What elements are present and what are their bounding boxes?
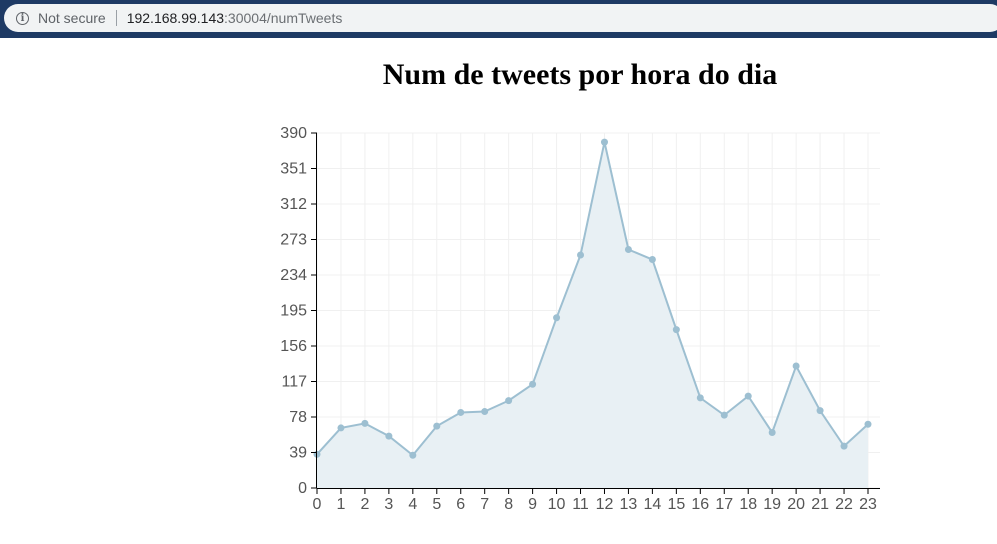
x-tick-label: 7 [480, 496, 489, 513]
x-tick-label: 8 [504, 496, 513, 513]
data-point [337, 424, 345, 432]
data-point [816, 407, 824, 415]
data-point [864, 420, 872, 428]
x-tick-label: 22 [835, 496, 853, 513]
data-point [361, 419, 369, 427]
x-tick-label: 2 [360, 496, 369, 513]
data-point [696, 394, 704, 402]
address-bar[interactable]: i Not secure 192.168.99.143:30004/numTwe… [4, 4, 997, 32]
x-tick-label: 13 [620, 496, 638, 513]
y-tick-label: 117 [281, 374, 307, 391]
data-point [385, 432, 393, 440]
data-point [481, 408, 489, 416]
x-tick-label: 4 [408, 496, 417, 513]
x-tick-label: 3 [384, 496, 393, 513]
url-host[interactable]: 192.168.99.143 [126, 10, 225, 26]
x-tick-label: 10 [548, 496, 566, 513]
x-tick-label: 19 [763, 496, 781, 513]
security-label[interactable]: Not secure [38, 10, 106, 26]
data-point [409, 451, 417, 459]
y-tick-label: 234 [280, 267, 307, 284]
data-point [840, 442, 848, 450]
browser-toolbar: i Not secure 192.168.99.143:30004/numTwe… [0, 0, 997, 38]
x-tick-label: 1 [337, 496, 346, 513]
series-line [316, 141, 869, 457]
x-tick-label: 16 [691, 496, 709, 513]
area-fill [317, 142, 868, 488]
data-point [720, 411, 728, 419]
data-point [672, 326, 680, 334]
x-tick-label: 17 [715, 496, 733, 513]
y-tick-label: 312 [280, 196, 307, 213]
address-divider [115, 10, 117, 26]
url-path[interactable]: :30004/numTweets [224, 10, 343, 26]
data-point [433, 422, 441, 430]
x-tick-label: 18 [739, 496, 757, 513]
y-tick-label: 195 [280, 303, 307, 320]
x-tick-label: 15 [667, 496, 685, 513]
data-point [792, 362, 800, 370]
y-tick-label: 39 [289, 445, 307, 462]
x-tick-label: 14 [643, 496, 661, 513]
x-tick-label: 0 [313, 496, 322, 513]
data-point [744, 392, 752, 400]
y-tick-label: 351 [280, 161, 307, 178]
data-point [600, 138, 608, 146]
data-point [577, 251, 585, 259]
x-tick-label: 11 [572, 496, 589, 513]
x-tick-label: 12 [596, 496, 614, 513]
data-point [529, 380, 537, 388]
data-point [553, 314, 561, 322]
x-tick-label: 20 [787, 496, 805, 513]
data-point [505, 397, 513, 405]
chart-title: Num de tweets por hora do dia [382, 58, 778, 91]
y-tick-label: 273 [280, 232, 307, 249]
x-tick-label: 5 [432, 496, 441, 513]
x-tick-label: 23 [859, 496, 877, 513]
data-point [624, 246, 632, 254]
x-tick-label: 21 [811, 496, 829, 513]
info-icon[interactable]: i [16, 11, 29, 25]
x-tick-label: 9 [528, 496, 537, 513]
y-tick-label: 0 [298, 480, 307, 497]
y-tick-label: 390 [280, 125, 307, 142]
y-tick-label: 156 [280, 338, 307, 355]
data-point [648, 256, 656, 264]
data-point [457, 408, 465, 416]
data-point [768, 428, 776, 436]
x-tick-label: 6 [456, 496, 465, 513]
y-tick-label: 78 [289, 409, 307, 426]
